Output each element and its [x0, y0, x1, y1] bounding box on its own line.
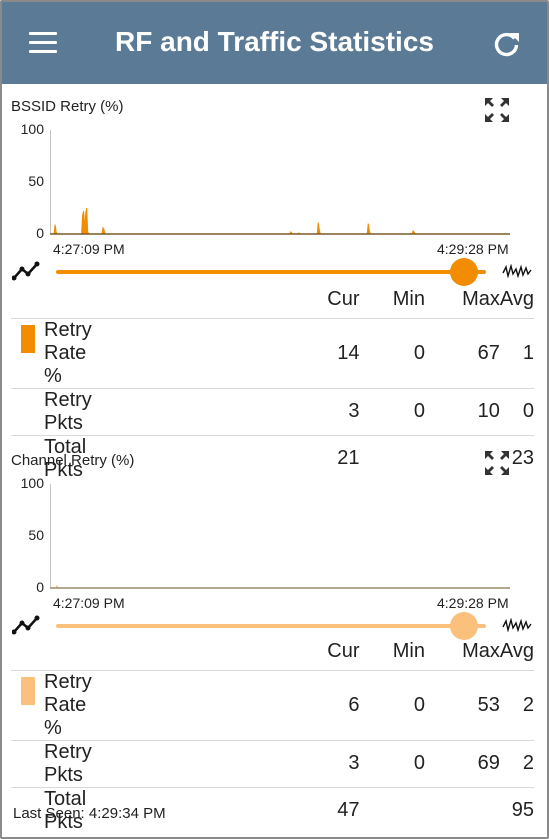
bssid-retry-section: BSSID Retry (%) 100 50 0 4:27:09 PM 4:29… [2, 84, 547, 482]
cell-min: 0 [359, 739, 425, 787]
y-tick-label: 50 [28, 527, 44, 543]
column-header-cur: Cur [327, 640, 360, 663]
table-header-row: Cur Min Max Avg [11, 282, 534, 318]
table-row: Retry Pkts 3 0 10 0 [11, 387, 534, 435]
cell-max: 67 [424, 317, 500, 388]
y-tick-label: 0 [36, 225, 44, 241]
expand-icon[interactable] [482, 95, 514, 127]
y-tick-label: 50 [28, 173, 44, 189]
cell-max: 69 [424, 739, 500, 787]
column-header-max: Max [462, 288, 500, 311]
column-header-avg: Avg [499, 288, 534, 311]
x-start-label: 4:27:09 PM [53, 595, 125, 611]
line-chart-icon[interactable] [11, 260, 40, 287]
channel-retry-chart [50, 484, 510, 589]
bssid-stats-table: Cur Min Max Avg Retry Rate % 14 0 67 1 R… [11, 282, 534, 482]
y-tick-label: 100 [20, 475, 44, 491]
page-title: RF and Traffic Statistics [115, 26, 434, 57]
cell-min: 0 [359, 387, 425, 435]
cell-avg: 0 [499, 387, 534, 435]
x-end-label: 4:29:28 PM [437, 241, 509, 257]
cell-cur: 3 [91, 387, 360, 435]
time-range-slider-thumb[interactable] [450, 258, 478, 286]
hamburger-menu-icon[interactable] [29, 32, 59, 56]
cell-cur: 6 [91, 669, 360, 740]
table-row: Retry Rate % 14 0 67 1 [11, 317, 534, 388]
table-row: Retry Pkts 3 0 69 2 [11, 739, 534, 787]
bssid-chart-title: BSSID Retry (%) [11, 98, 124, 115]
column-header-label [11, 282, 92, 318]
noise-waveform-icon[interactable] [502, 263, 532, 283]
column-header-min: Min [392, 288, 425, 311]
cell-min [359, 786, 425, 834]
cell-min: 0 [359, 669, 425, 740]
series-color-swatch [21, 324, 35, 353]
table-row: Total Pkts 47 95 [11, 786, 534, 834]
row-label: Retry Rate % [44, 670, 92, 739]
refresh-icon[interactable] [492, 29, 524, 61]
row-label: Total Pkts [11, 786, 92, 834]
cell-min [359, 434, 425, 482]
channel-chart-title: Channel Retry (%) [11, 452, 135, 469]
cell-min: 0 [359, 317, 425, 388]
column-header-min: Min [392, 640, 425, 663]
column-header-max: Max [462, 640, 500, 663]
table-row: Total Pkts 21 23 [11, 434, 534, 482]
series-color-swatch [21, 676, 35, 705]
row-label: Retry Pkts [11, 739, 92, 787]
x-start-label: 4:27:09 PM [53, 241, 125, 257]
column-header-cur: Cur [327, 288, 360, 311]
row-label: Total Pkts [11, 434, 92, 482]
y-tick-label: 100 [20, 121, 44, 137]
row-label: Retry Pkts [11, 387, 92, 435]
cell-cur: 14 [91, 317, 360, 388]
x-end-label: 4:29:28 PM [437, 595, 509, 611]
time-range-slider-row [2, 612, 547, 642]
cell-max [424, 786, 500, 834]
cell-avg: 1 [499, 317, 534, 388]
time-range-slider-track[interactable] [56, 624, 486, 628]
cell-max: 10 [424, 387, 500, 435]
time-range-slider-row [2, 258, 547, 288]
bssid-retry-chart [50, 130, 510, 235]
last-seen-label: Last Seen: 4:29:34 PM [13, 805, 166, 822]
expand-icon[interactable] [482, 448, 514, 480]
cell-cur: 21 [91, 434, 360, 482]
cell-cur: 3 [91, 739, 360, 787]
row-label: Retry Rate % [44, 318, 92, 387]
column-header-label [11, 634, 92, 670]
cell-max: 53 [424, 669, 500, 740]
channel-retry-section: Channel Retry (%) 100 50 0 4:27:09 PM 4:… [2, 436, 547, 834]
cell-cur: 47 [91, 786, 360, 834]
noise-waveform-icon[interactable] [502, 617, 532, 637]
retry-series-area [52, 207, 510, 235]
table-row: Retry Rate % 6 0 53 2 [11, 669, 534, 740]
line-chart-icon[interactable] [11, 614, 40, 641]
cell-avg: 2 [499, 739, 534, 787]
table-header-row: Cur Min Max Avg [11, 634, 534, 670]
cell-avg: 2 [499, 669, 534, 740]
time-range-slider-track[interactable] [56, 270, 486, 274]
cell-avg: 95 [499, 786, 534, 834]
y-tick-label: 0 [36, 579, 44, 595]
channel-stats-table: Cur Min Max Avg Retry Rate % 6 0 53 2 Re… [11, 634, 534, 834]
time-range-slider-thumb[interactable] [450, 612, 478, 640]
cell-avg: 23 [499, 434, 534, 482]
column-header-avg: Avg [499, 640, 534, 663]
app-bar: RF and Traffic Statistics [2, 2, 547, 84]
